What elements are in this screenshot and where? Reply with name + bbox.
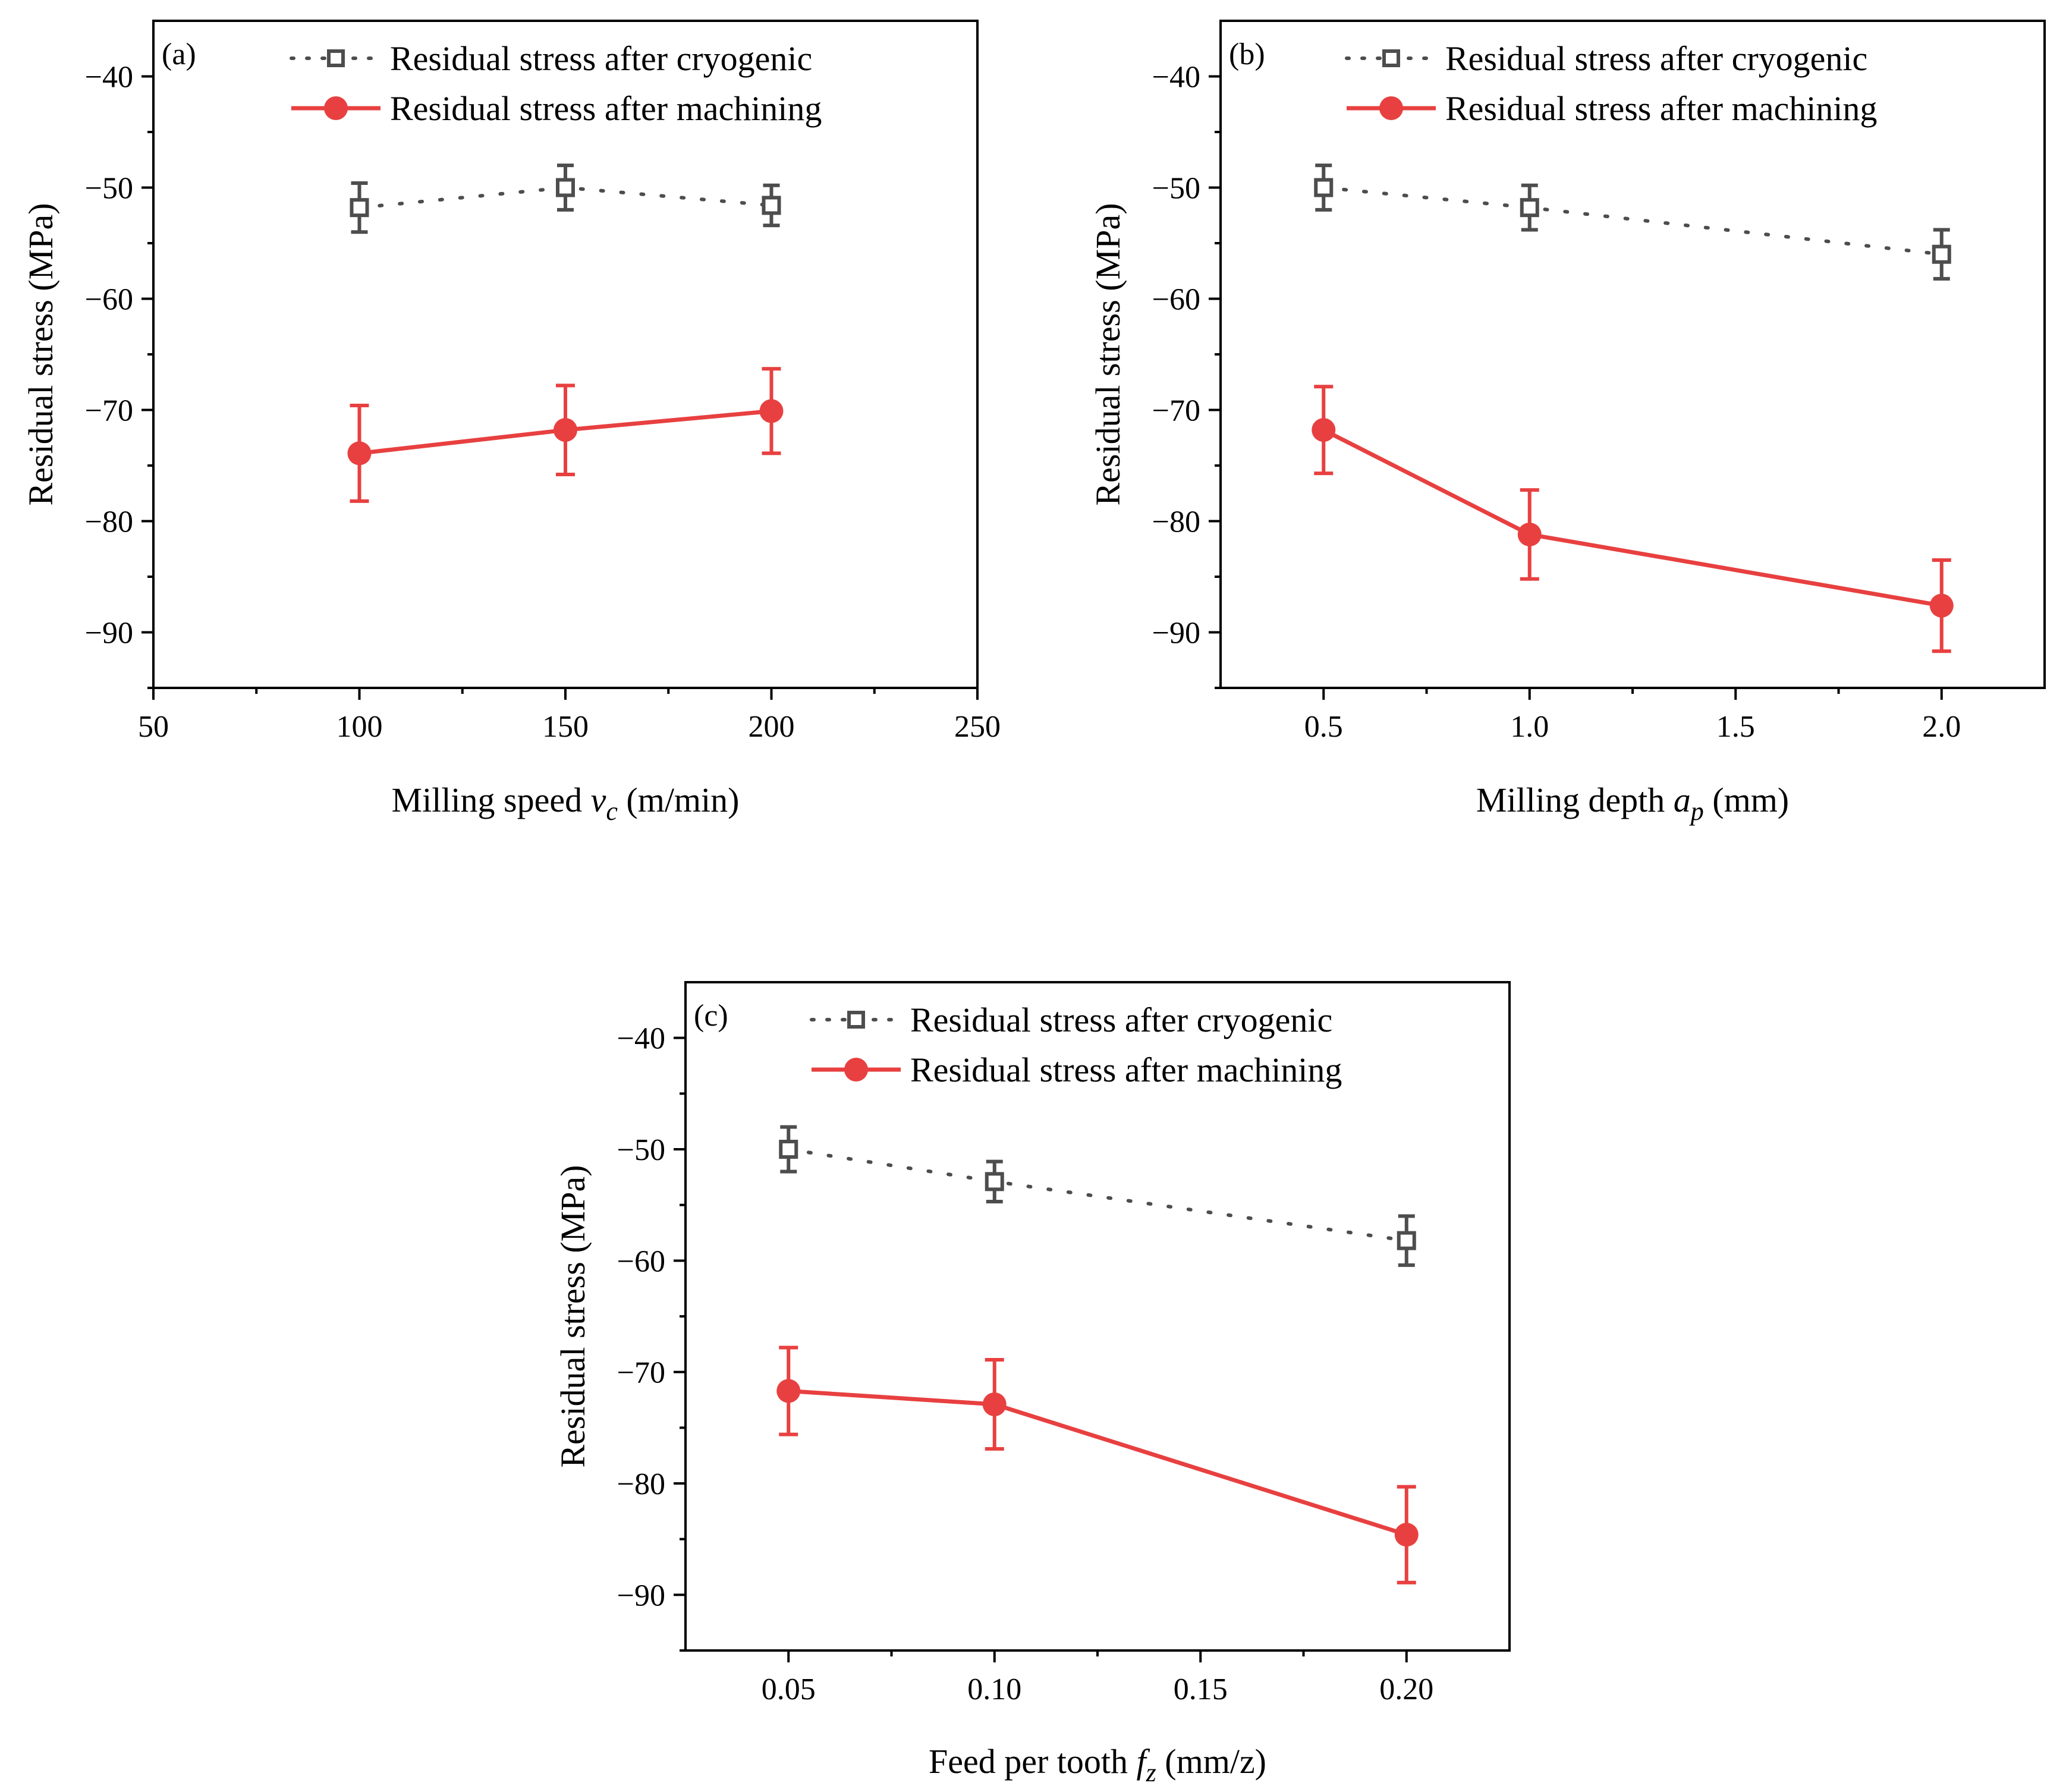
legend-marker-machining — [1379, 96, 1403, 120]
data-point-cryogenic — [762, 196, 781, 215]
data-point-machining — [347, 441, 372, 466]
data-point-machining — [1394, 1523, 1419, 1547]
x-tick-label: 100 — [337, 710, 383, 744]
legend: Residual stress after cryogenic Residual… — [810, 1001, 1342, 1089]
chart-panel-b: 0.5 1.0 1.5 2.0 −40 −50 −60 −70 −80 −90 (b) Resi… — [1089, 20, 2046, 826]
y-tick-label: −60 — [1152, 283, 1200, 317]
data-point-machining — [982, 1392, 1007, 1416]
x-axis-title: Feed per tooth fz (mm/z) — [929, 1742, 1266, 1787]
data-point-cryogenic — [1397, 1231, 1416, 1250]
data-point-cryogenic — [1520, 198, 1539, 218]
data-point-machining — [554, 418, 577, 442]
data-point-cryogenic — [1314, 178, 1334, 197]
legend-label-machining: Residual stress after machining — [1445, 89, 1877, 128]
panel-label: (a) — [162, 37, 196, 71]
x-tick-label: 50 — [138, 710, 169, 744]
legend-label-machining: Residual stress after machining — [910, 1051, 1342, 1089]
y-tick-label: −70 — [617, 1356, 665, 1390]
legend-marker-machining — [844, 1058, 868, 1082]
legend: Residual stress after cryogenic Residual… — [1345, 39, 1877, 128]
legend-label-cryogenic: Residual stress after cryogenic — [1445, 39, 1867, 78]
legend-label-machining: Residual stress after machining — [390, 89, 822, 128]
y-tick-label: −40 — [85, 61, 133, 95]
y-tick-label: −70 — [1152, 394, 1200, 428]
x-axis-title: Milling speed vc (m/min) — [392, 781, 740, 826]
y-tick-label: −40 — [1152, 61, 1200, 95]
x-tick-label: 1.0 — [1510, 710, 1549, 744]
panel-label: (b) — [1229, 37, 1265, 71]
y-tick-label: −50 — [85, 172, 133, 206]
y-tick-label: −80 — [1152, 505, 1200, 539]
data-point-cryogenic — [556, 178, 575, 197]
y-tick-label: −40 — [617, 1022, 665, 1056]
data-point-machining — [1929, 593, 1954, 618]
x-axis-title: Milling depth ap (mm) — [1476, 781, 1789, 826]
data-point-machining — [759, 399, 784, 423]
panel-label: (c) — [694, 999, 728, 1033]
legend-marker-cryogenic — [327, 49, 345, 67]
x-tick-label: 2.0 — [1922, 710, 1961, 744]
y-axis-title: Residual stress (MPa) — [1089, 203, 1127, 505]
x-tick-label: 0.10 — [967, 1672, 1021, 1706]
y-tick-label: −50 — [1152, 172, 1200, 206]
series-line-cryogenic — [357, 186, 773, 210]
legend-marker-cryogenic — [847, 1011, 865, 1029]
x-tick-label: 150 — [542, 710, 589, 744]
chart-panel-c: 0.05 0.10 0.15 0.20 −40−50−60−70−80−90 (c) … — [554, 981, 1511, 1787]
data-point-machining — [1312, 418, 1336, 442]
x-tick-label: 0.5 — [1304, 710, 1343, 744]
y-tick-label: −80 — [85, 505, 133, 539]
y-tick-label: −90 — [617, 1579, 665, 1612]
y-tick-label: −60 — [617, 1244, 665, 1278]
y-tick-label: −70 — [85, 394, 133, 428]
legend-label-cryogenic: Residual stress after cryogenic — [910, 1001, 1332, 1039]
y-tick-label: −90 — [1152, 617, 1200, 650]
y-axis-title: Residual stress (MPa) — [554, 1165, 592, 1467]
x-tick-label: 0.20 — [1379, 1672, 1433, 1706]
y-axis-title: Residual stress (MPa) — [21, 203, 60, 505]
x-tick-label: 250 — [954, 710, 1001, 744]
legend: Residual stress after cryogenic Residual… — [290, 39, 822, 128]
chart-panel-a: 50 100 150 200 250 −40 −50 −60 −70 −80 −90 (a) Re… — [21, 20, 1001, 826]
legend-marker-machining — [324, 96, 348, 120]
data-point-cryogenic — [779, 1140, 798, 1159]
data-point-cryogenic — [350, 198, 369, 218]
legend-marker-cryogenic — [1382, 49, 1400, 67]
data-point-machining — [1517, 522, 1542, 546]
y-tick-label: −50 — [617, 1133, 665, 1167]
data-point-machining — [776, 1379, 801, 1403]
x-tick-label: 1.5 — [1716, 710, 1755, 744]
data-point-cryogenic — [1932, 244, 1951, 264]
x-tick-label: 0.05 — [762, 1672, 816, 1706]
y-tick-label: −90 — [85, 617, 133, 650]
x-tick-label: 0.15 — [1174, 1672, 1228, 1706]
legend-label-cryogenic: Residual stress after cryogenic — [390, 39, 812, 78]
series-line-cryogenic — [787, 1147, 1408, 1243]
x-tick-label: 200 — [749, 710, 795, 744]
y-tick-label: −80 — [617, 1467, 665, 1501]
y-tick-label: −60 — [85, 283, 133, 317]
data-point-cryogenic — [985, 1172, 1004, 1191]
series-line-cryogenic — [1322, 186, 1944, 256]
